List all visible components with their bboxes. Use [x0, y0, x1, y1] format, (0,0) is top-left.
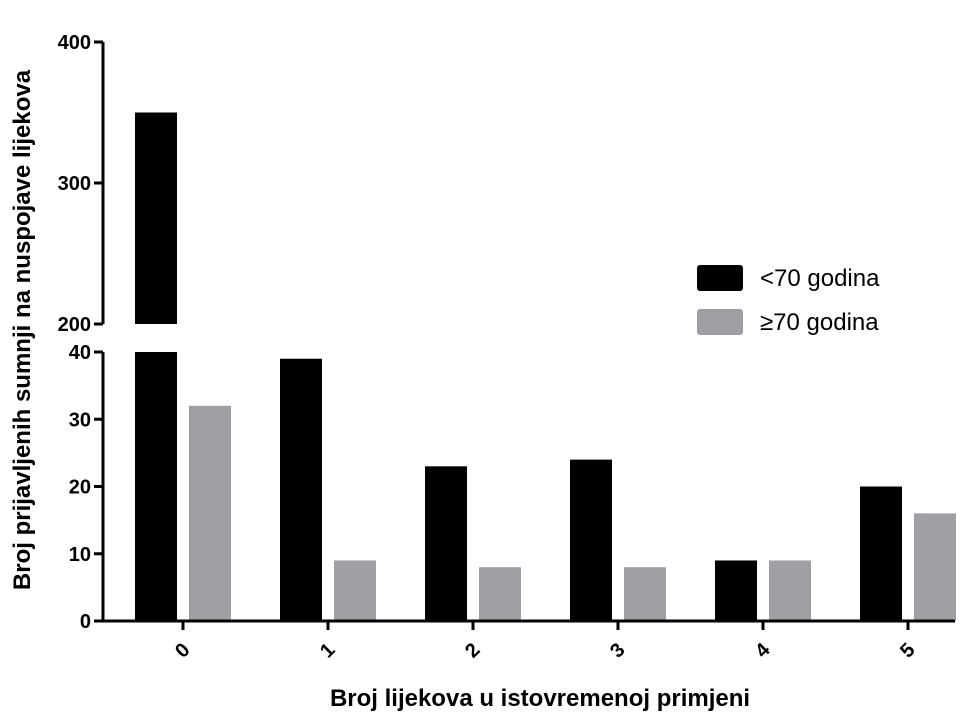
bar-0-series-1: [189, 405, 231, 621]
bar-0-series-0-upper: [135, 112, 177, 324]
x-tick-label: 4: [751, 638, 775, 662]
bar-5-series-0: [860, 486, 902, 621]
x-tick-label: 2: [461, 639, 484, 662]
y-tick-label: 0: [80, 611, 91, 633]
legend-swatch-0: [697, 265, 743, 291]
y-tick-label: 40: [69, 342, 91, 364]
legend: <70 godina ≥70 godina: [697, 265, 880, 336]
y-tick-label: 300: [58, 173, 91, 195]
bar-1-series-1: [334, 560, 376, 621]
x-tick-label: 5: [896, 639, 919, 662]
bars-group: [135, 112, 956, 621]
y-tick-label: 10: [69, 544, 91, 566]
x-tick-label: 3: [606, 639, 629, 662]
legend-swatch-1: [697, 309, 743, 335]
bar-3-series-1: [624, 567, 666, 621]
legend-label-0: <70 godina: [760, 265, 880, 292]
x-tick-label: 0: [171, 639, 194, 662]
y-tick-label: 200: [58, 314, 91, 336]
bar-3-series-0: [570, 459, 612, 621]
bar-0-series-0-lower: [135, 352, 177, 621]
legend-label-1: ≥70 godina: [760, 309, 879, 336]
bar-2-series-0: [425, 466, 467, 621]
y-axis-title: Broj prijavljenih sumnji na nuspojave li…: [9, 69, 36, 590]
bar-5-series-1: [914, 513, 956, 621]
y-tick-label: 400: [58, 32, 91, 54]
x-tick-label: 1: [316, 639, 339, 662]
bar-1-series-0: [280, 358, 322, 621]
x-axis-title: Broj lijekova u istovremenoj primjeni: [330, 685, 750, 712]
y-tick-label: 30: [69, 409, 91, 431]
bar-2-series-1: [479, 567, 521, 621]
bar-4-series-1: [769, 560, 811, 621]
y-tick-label: 20: [69, 477, 91, 499]
bar-4-series-0: [715, 560, 757, 621]
